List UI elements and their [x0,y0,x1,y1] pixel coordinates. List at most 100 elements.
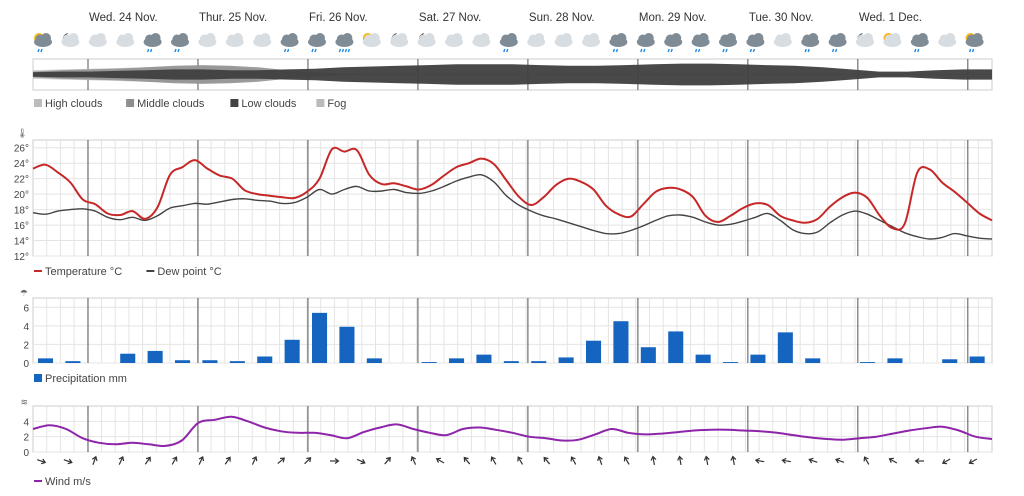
cloud-icon [253,33,272,47]
arrow-head [279,457,286,463]
wind-icon: ≋ [20,397,28,407]
wind-arrow-icon [171,456,178,465]
arrow-head [251,455,258,462]
cloud-puff [123,33,134,43]
arrow-head [334,458,340,464]
raindrop-icon [917,48,920,53]
day-label: Thur. 25 Nov. [199,12,267,24]
arrow-shaft [679,456,682,466]
precipitation-bar [887,358,903,363]
cloud-puff [589,33,599,43]
cloud-puff [616,33,627,43]
arrow-shaft [92,457,97,465]
wind-arrow-icon [463,456,471,465]
arrow-shaft [652,456,655,466]
cloud-rain-icon [143,33,162,53]
line-dew-point-c [32,173,993,240]
wind-arrow-icon [863,456,870,465]
raindrop-icon [725,48,728,53]
arrow-shaft [756,459,765,463]
arrow-shaft [809,459,818,463]
precipitation-bar [969,356,985,363]
cloud-icon [225,33,244,47]
raindrop-icon [283,48,287,53]
y-tick-label: 16° [14,221,29,232]
raindrop-icon [971,48,975,53]
wind-arrow-icon [677,455,684,466]
wind-arrow-icon [808,457,818,464]
cloud-puff [315,33,325,43]
arrow-shaft [37,459,45,463]
cloud-puff [150,33,161,43]
wind-arrow-icon [410,455,417,465]
wind-arrow-icon [490,456,497,465]
arrow-head [730,455,737,461]
arrow-shaft [304,457,311,465]
raindrop-icon [831,48,835,53]
raindrop-icon [722,48,725,53]
raindrop-icon [347,48,351,53]
arrow-shaft [782,459,791,463]
y-tick-label: 22° [14,175,29,186]
legend-label: Fog [327,98,346,110]
wind-arrow-icon [730,455,737,466]
arrow-head [835,457,841,464]
wind-arrow-icon [356,458,366,465]
cloud-icon [198,33,217,47]
line-temperature-c [32,146,993,231]
precipitation-bar [147,350,163,363]
cloud-icon [773,33,792,47]
arrow-head [570,456,576,462]
arrow-head [67,458,73,465]
moon-cloud-icon [856,33,874,47]
wind-arrow-icon [330,458,340,464]
raindrop-icon [503,48,506,53]
arrow-head [145,456,151,462]
cloud-rain-icon [719,33,737,53]
cloud-puff [232,33,243,43]
cloud-puff [671,33,682,43]
y-tick-label: 26° [14,144,29,155]
legend-swatch [316,99,325,107]
precipitation-bar [723,362,739,363]
precipitation-bar [558,357,574,363]
cloud-rain-icon [664,33,683,53]
wind-arrow-icon [543,456,551,465]
precipitation-bar [586,340,602,363]
thermometer-icon: 🌡 [17,128,28,138]
cloud-rain-icon [499,33,518,53]
arrow-head [198,455,205,462]
y-tick-label: 4 [23,322,29,333]
cloud-puff [506,33,517,43]
arrow-shaft [732,456,735,466]
legend-label: Dew point °C [157,266,221,278]
cloud-rain-icon [691,33,710,53]
wind-arrow-icon [384,456,391,465]
raindrop-icon [174,48,177,53]
arrow-head [40,458,47,465]
precipitation-bar [942,359,958,363]
cloud-icon [527,33,546,47]
legend-swatch [34,374,42,382]
arrow-shaft [517,457,524,465]
precipitation-bar [695,354,711,363]
arrow-head [543,456,549,462]
arrow-head [781,457,787,464]
arrow-shaft [836,459,845,463]
precipitation-bar [421,362,437,363]
cloud-puff [424,33,435,43]
legend-label: High clouds [45,98,103,110]
cloud-puff [397,33,408,43]
precipitation-bar [366,358,382,363]
raindrop-icon [615,48,619,53]
arrow-shaft [864,457,870,465]
legend-label: Wind m/s [45,476,91,488]
cloud-puff [917,33,928,43]
arrow-head [650,455,657,461]
cloud-puff [41,33,51,43]
precipitation-bar [312,312,328,363]
arrow-head [306,457,312,463]
precipitation-bar [38,358,54,363]
raindrop-icon [914,48,917,53]
day-label: Wed. 24 Nov. [89,12,158,24]
